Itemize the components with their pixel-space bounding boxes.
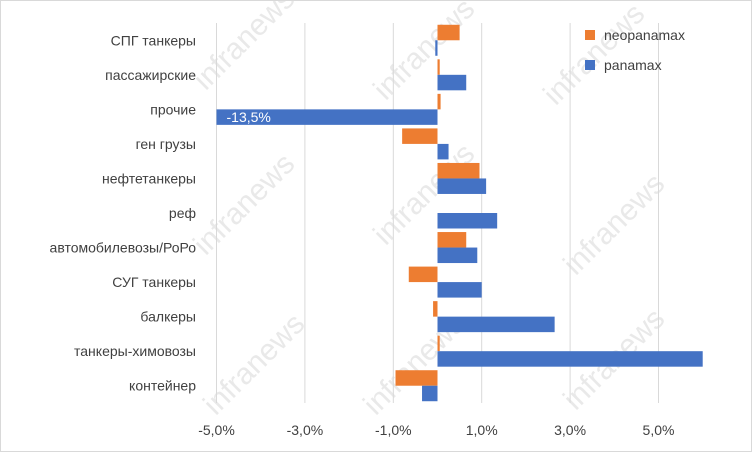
x-tick-label: -5,0% (198, 422, 235, 438)
x-tick-label: -1,0% (375, 422, 412, 438)
legend-swatch-neopanamax (585, 30, 595, 40)
bar-neopanamax-суг-танкеры (408, 266, 438, 283)
category-label: контейнер (129, 378, 196, 394)
watermark-text: infranews (187, 1, 301, 96)
x-tick-label: 5,0% (643, 422, 675, 438)
bar-panamax-пассажирские (437, 74, 467, 91)
bar-neopanamax-контейнер (395, 370, 438, 386)
bar-neopanamax-танкеры-химовозы (437, 335, 440, 352)
watermark-text: infranews (187, 147, 301, 261)
x-tick-label: -3,0% (287, 422, 324, 438)
legend-label-neopanamax: neopanamax (604, 27, 685, 43)
bar-panamax-контейнер (422, 385, 438, 402)
bar-neopanamax-нефтетанкеры (437, 162, 480, 179)
category-label: реф (169, 205, 196, 221)
bar-panamax-прочие (216, 109, 438, 125)
legend-swatch-panamax (585, 60, 595, 70)
category-label: балкеры (140, 309, 196, 325)
bar-neopanamax-ген-грузы (402, 128, 438, 144)
bar-panamax-реф (437, 213, 498, 229)
category-label: СПГ танкеры (111, 32, 196, 48)
bar-panamax-суг-танкеры (437, 282, 482, 298)
category-label: ген грузы (136, 136, 196, 152)
bar-panamax-танкеры-химовозы (437, 351, 703, 367)
bar-panamax-нефтетанкеры (437, 178, 487, 194)
watermark-text: infranews (367, 1, 481, 106)
legend-label-panamax: panamax (604, 57, 662, 73)
category-label: СУГ танкеры (112, 274, 196, 290)
x-tick-label: 3,0% (554, 422, 586, 438)
bar-panamax-ген-грузы (437, 143, 449, 160)
category-label: танкеры-химовозы (74, 343, 196, 359)
bar-neopanamax-балкеры (433, 301, 438, 317)
category-label: автомобилевозы/РоРо (50, 240, 197, 256)
category-label: нефтетанкеры (102, 170, 196, 186)
x-tick-label: 1,0% (466, 422, 498, 438)
bar-neopanamax-прочие (437, 93, 441, 110)
data-labels: -13,5% (227, 109, 271, 125)
bar-panamax-балкеры (437, 316, 555, 333)
x-tick-labels: -5,0% -3,0% -1,0% 1,0% 3,0% 5,0% (198, 422, 674, 438)
category-label: пассажирские (105, 67, 196, 83)
watermark-text: infranews (197, 307, 311, 421)
watermark-text: infranews (557, 167, 671, 281)
bar-neopanamax-пассажирские (437, 59, 440, 75)
category-labels: СПГ танкеры пассажирские прочие ген грузы не… (50, 32, 197, 393)
bars (216, 24, 703, 402)
data-label: -13,5% (227, 109, 271, 125)
legend: neopanamax panamax (585, 27, 685, 73)
bar-panamax-спг-танкеры (435, 40, 438, 56)
bar-neopanamax-спг-танкеры (437, 24, 460, 41)
bar-panamax-автомобилевозы-роро (437, 247, 478, 264)
bar-neopanamax-автомобилевозы-роро (437, 232, 467, 248)
category-label: прочие (150, 101, 196, 117)
